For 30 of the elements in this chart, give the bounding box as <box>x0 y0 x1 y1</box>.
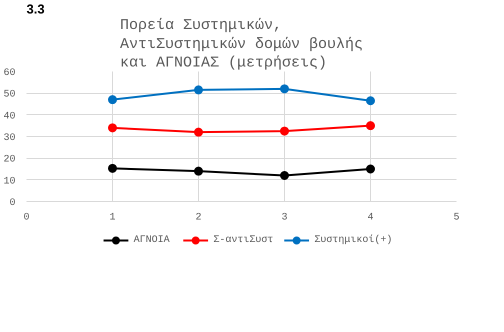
y-tick-label: 0 <box>10 198 16 209</box>
y-tick-label: 50 <box>4 90 16 101</box>
legend-label: Σ-αντιΣυστ <box>213 235 274 246</box>
point <box>194 166 203 176</box>
x-tick-label: 5 <box>454 212 460 224</box>
point <box>280 126 289 136</box>
y-tick-label: 60 <box>4 68 16 79</box>
point <box>194 85 203 94</box>
x-tick-label: 3 <box>282 212 288 224</box>
y-tick-label: 10 <box>4 176 16 188</box>
x-tick-label: 0 <box>24 212 30 224</box>
text: 3.3 <box>26 2 45 16</box>
y-tick-label: 20 <box>4 154 16 166</box>
point <box>108 123 117 132</box>
point <box>366 164 375 174</box>
point <box>108 95 117 104</box>
point <box>194 128 203 137</box>
point <box>366 121 375 130</box>
x-tick-label: 2 <box>196 212 202 224</box>
point <box>108 164 117 173</box>
x-tick-label: 4 <box>368 212 374 224</box>
chart-title: Πορεία Συστημικών, ΑντιΣυστημικών δομών βουλής και ΑΓΝΟΙΑΣ (μετρήσεις) <box>120 17 364 72</box>
y-tick-label: 30 <box>4 133 16 144</box>
point <box>280 171 289 180</box>
point <box>280 84 289 94</box>
point <box>366 96 375 106</box>
y-tick-label: 40 <box>4 111 16 122</box>
legend-label: ΑΓΝΟΙΑ <box>134 235 170 246</box>
legend-label: Συστημικοί(+) <box>314 234 392 246</box>
x-tick-label: 1 <box>110 212 116 224</box>
